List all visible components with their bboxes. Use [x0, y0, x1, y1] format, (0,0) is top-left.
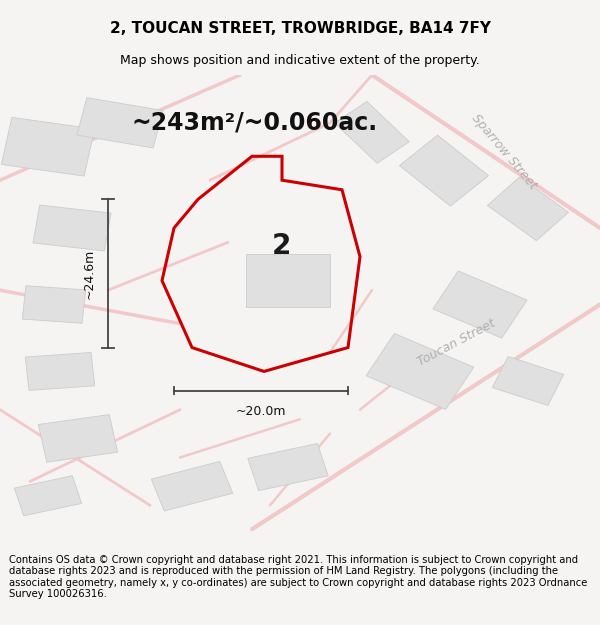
- Text: ~243m²/~0.060ac.: ~243m²/~0.060ac.: [132, 111, 378, 135]
- Text: 2, TOUCAN STREET, TROWBRIDGE, BA14 7FY: 2, TOUCAN STREET, TROWBRIDGE, BA14 7FY: [110, 21, 491, 36]
- Text: Sparrow Street: Sparrow Street: [469, 111, 539, 192]
- Text: ~24.6m: ~24.6m: [83, 248, 96, 299]
- Polygon shape: [335, 101, 409, 163]
- Text: Toucan Street: Toucan Street: [415, 317, 497, 369]
- Polygon shape: [25, 352, 95, 391]
- Polygon shape: [248, 444, 328, 491]
- Text: Map shows position and indicative extent of the property.: Map shows position and indicative extent…: [120, 54, 480, 67]
- Text: ~20.0m: ~20.0m: [236, 405, 286, 418]
- Polygon shape: [14, 476, 82, 516]
- Text: Contains OS data © Crown copyright and database right 2021. This information is : Contains OS data © Crown copyright and d…: [9, 554, 587, 599]
- Polygon shape: [77, 98, 163, 148]
- Polygon shape: [246, 254, 330, 307]
- Polygon shape: [33, 205, 111, 251]
- Polygon shape: [400, 135, 488, 206]
- Polygon shape: [493, 356, 563, 406]
- Polygon shape: [22, 286, 86, 323]
- Text: 2: 2: [271, 231, 290, 259]
- Polygon shape: [433, 271, 527, 338]
- Polygon shape: [151, 461, 233, 511]
- Polygon shape: [38, 414, 118, 462]
- Polygon shape: [1, 118, 95, 176]
- Polygon shape: [487, 177, 569, 241]
- Polygon shape: [366, 334, 474, 409]
